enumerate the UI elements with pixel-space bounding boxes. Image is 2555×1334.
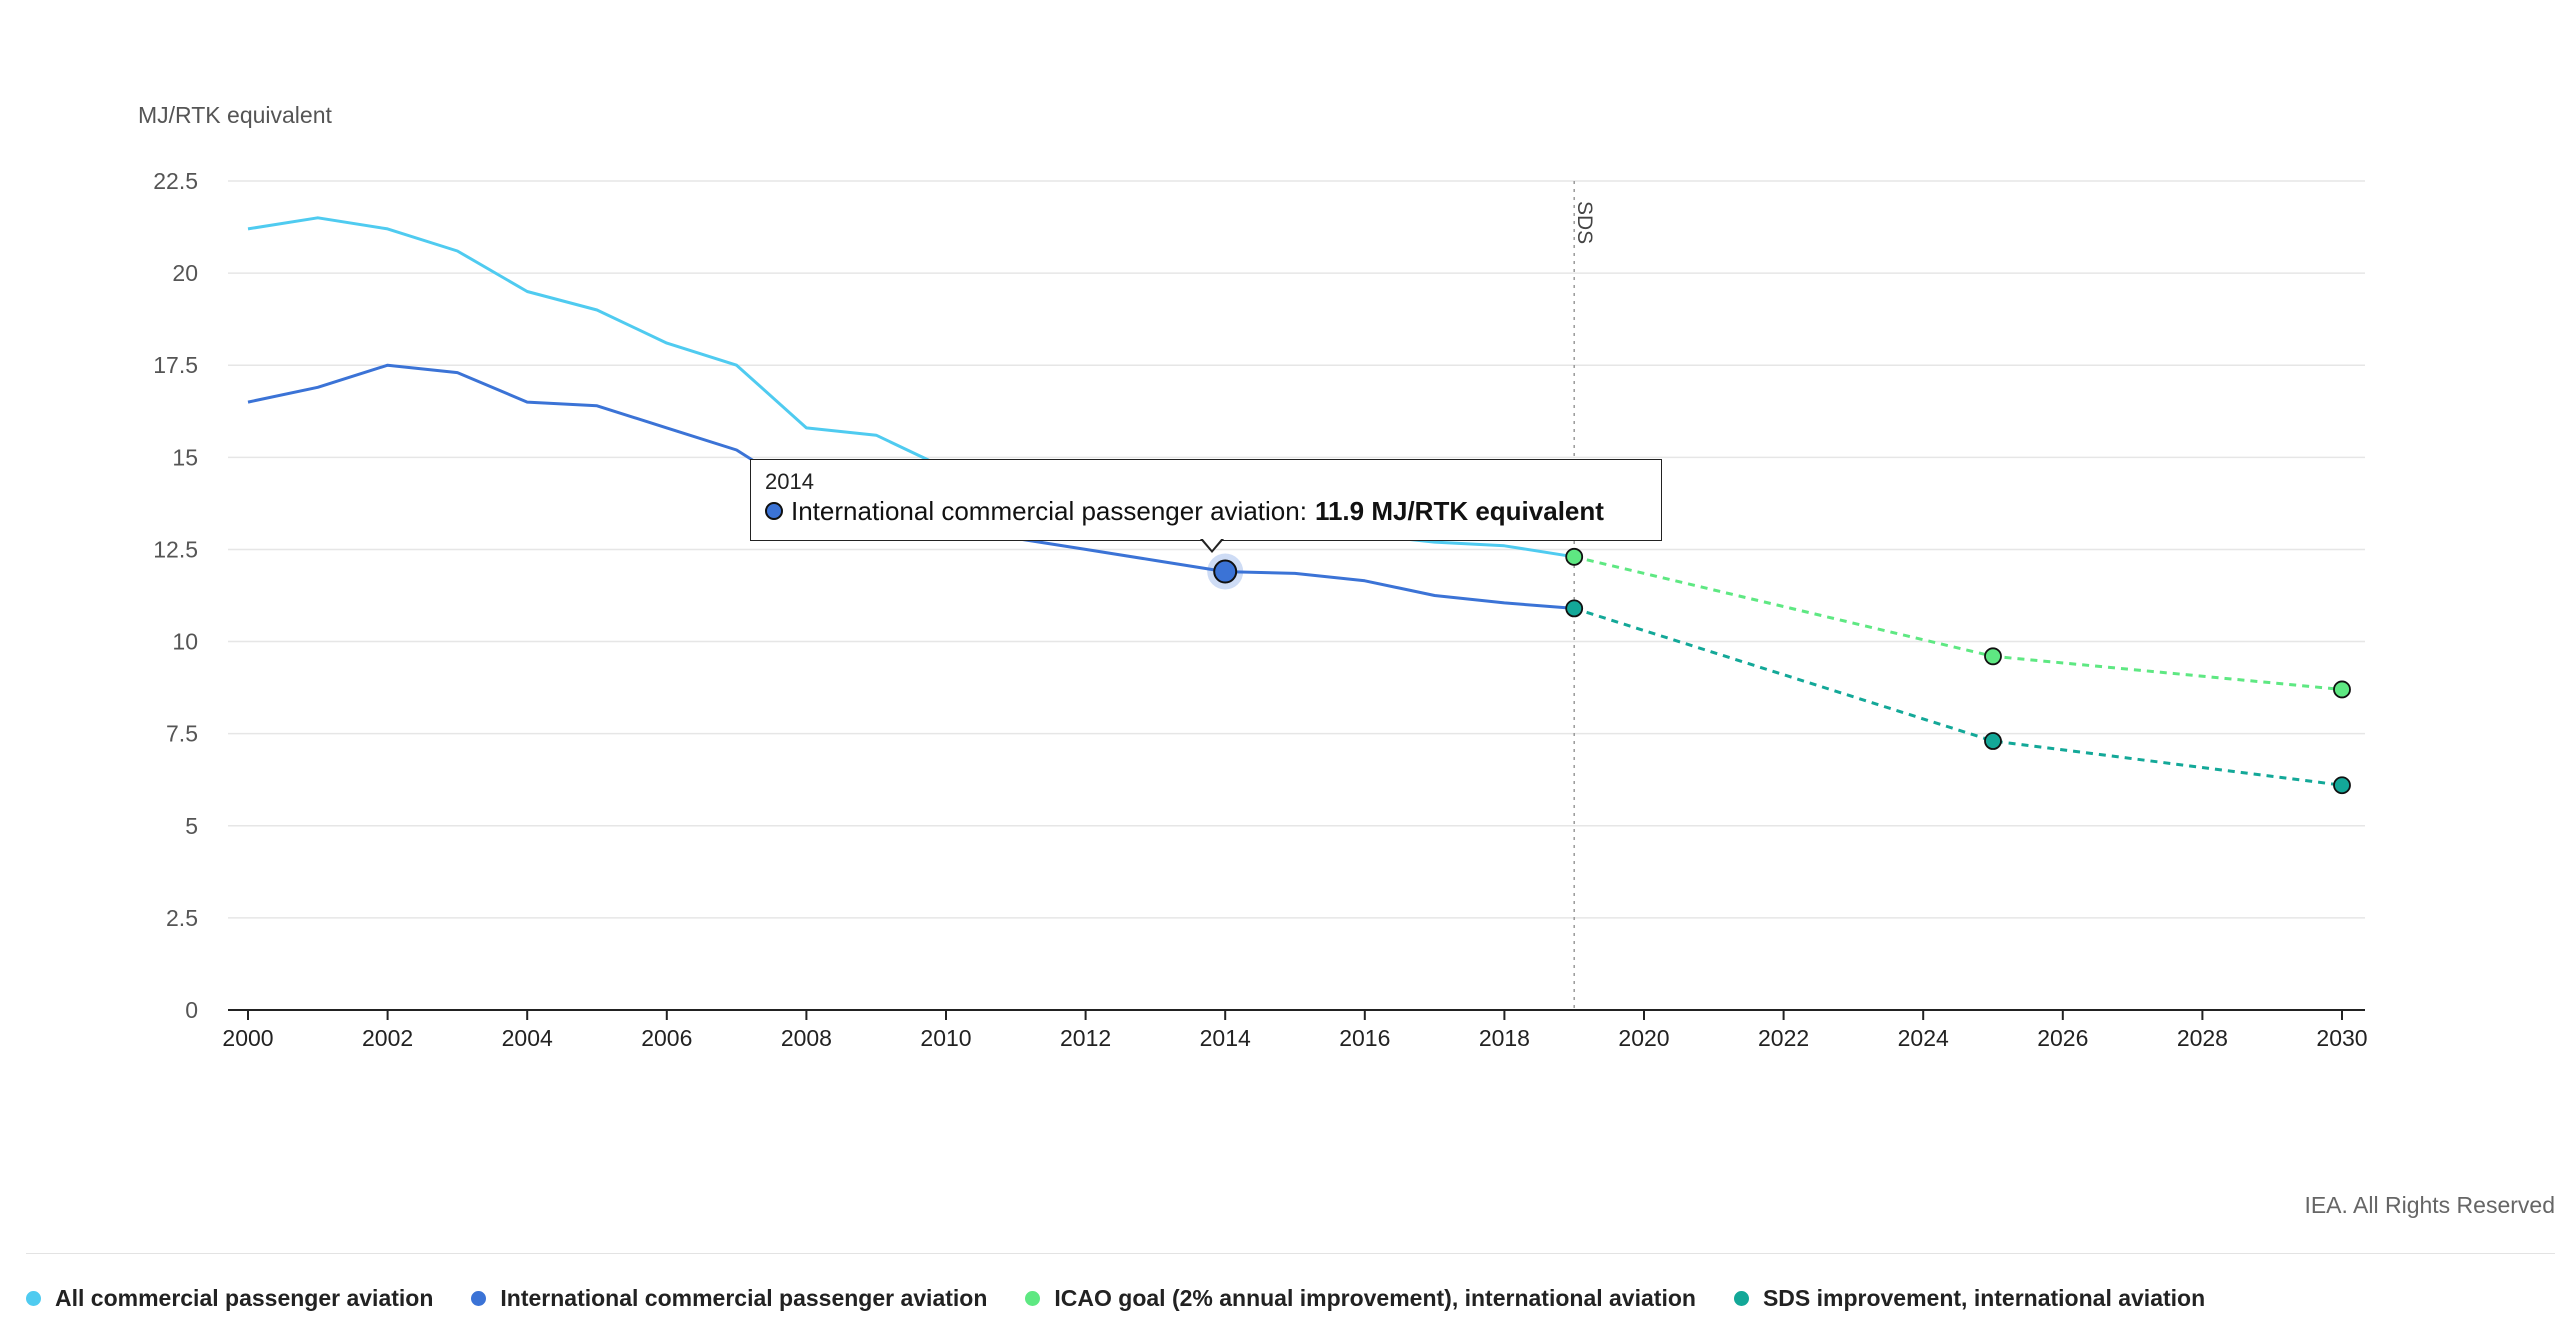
series-line-3 xyxy=(1573,606,2343,787)
x-tick-label: 2012 xyxy=(1060,1025,1111,1051)
tooltip-year: 2014 xyxy=(765,469,814,494)
y-tick-label: 20 xyxy=(172,260,198,286)
tooltip-arrow-inner xyxy=(1202,538,1222,550)
legend-dot-icon xyxy=(1733,1291,1749,1306)
tooltip: 2014 International commercial passenger … xyxy=(750,459,1662,541)
x-tick-label: 2024 xyxy=(1898,1025,1949,1051)
x-tick-label: 2026 xyxy=(2037,1025,2088,1051)
legend-item-international-commercial[interactable]: International commercial passenger aviat… xyxy=(471,1285,987,1312)
legend-label: All commercial passenger aviation xyxy=(55,1285,434,1311)
y-tick-label: 2.5 xyxy=(166,905,198,931)
legend-label: ICAO goal (2% annual improvement), inter… xyxy=(1054,1285,1696,1311)
series-line-2 xyxy=(1573,555,2343,691)
x-tick-label: 2000 xyxy=(222,1025,273,1051)
legend-dot-icon xyxy=(471,1291,487,1306)
x-tick-label: 2014 xyxy=(1200,1025,1251,1051)
grid xyxy=(228,180,2365,1011)
data-point[interactable] xyxy=(1984,647,2002,666)
y-tick-label: 22.5 xyxy=(153,168,198,194)
data-point[interactable] xyxy=(2333,680,2351,699)
x-tick-label: 2010 xyxy=(920,1025,971,1051)
legend-divider xyxy=(26,1253,2555,1254)
y-tick-label: 17.5 xyxy=(153,352,198,378)
x-tick-label: 2018 xyxy=(1479,1025,1530,1051)
x-tick-label: 2002 xyxy=(362,1025,413,1051)
y-axis-label: MJ/RTK equivalent xyxy=(138,102,332,128)
x-tick-label: 2022 xyxy=(1758,1025,1809,1051)
y-tick-label: 0 xyxy=(185,997,198,1023)
annotations: SDS xyxy=(1573,181,1596,1010)
x-tick-label: 2028 xyxy=(2177,1025,2228,1051)
copyright-text: IEA. All Rights Reserved xyxy=(2304,1192,2555,1218)
legend: All commercial passenger aviation Intern… xyxy=(26,1285,2205,1312)
legend-dot-icon xyxy=(1025,1291,1041,1306)
y-tick-label: 5 xyxy=(185,813,198,839)
tooltip-row: International commercial passenger aviat… xyxy=(765,495,1647,527)
y-tick-label: 10 xyxy=(172,629,198,655)
annotation-label: SDS xyxy=(1573,201,1596,244)
data-point[interactable] xyxy=(2333,776,2351,795)
y-ticks: 0 2.5 5 7.5 10 12.5 15 17.5 20 22.5 xyxy=(153,168,198,1023)
tooltip-dot-icon xyxy=(765,502,783,520)
data-point[interactable] xyxy=(1565,599,1584,618)
data-point[interactable] xyxy=(1565,547,1584,566)
legend-item-all-commercial[interactable]: All commercial passenger aviation xyxy=(26,1285,433,1312)
data-point[interactable] xyxy=(1984,732,2002,750)
legend-label: SDS improvement, international aviation xyxy=(1762,1285,2206,1311)
x-tick-label: 2020 xyxy=(1618,1025,1669,1051)
tooltip-value: 11.9 MJ/RTK equivalent xyxy=(1314,496,1604,526)
series-markers xyxy=(1207,547,2351,795)
y-tick-label: 12.5 xyxy=(153,536,198,562)
highlighted-point[interactable] xyxy=(1213,559,1238,584)
y-tick-label: 15 xyxy=(172,444,198,470)
legend-item-sds-improvement[interactable]: SDS improvement, international aviation xyxy=(1733,1285,2206,1312)
x-ticks: 2000 2002 2004 2006 2008 2010 2012 2014 2016 2018… xyxy=(222,1010,2368,1051)
tooltip-series-label: International commercial passenger aviat… xyxy=(791,496,1307,526)
legend-label: International commercial passenger aviat… xyxy=(500,1285,988,1311)
x-tick-label: 2006 xyxy=(641,1025,692,1051)
legend-dot-icon xyxy=(26,1291,41,1306)
x-tick-label: 2004 xyxy=(502,1025,553,1051)
x-tick-label: 2008 xyxy=(781,1025,832,1051)
x-tick-label: 2016 xyxy=(1339,1025,1390,1051)
y-tick-label: 7.5 xyxy=(166,721,198,747)
x-tick-label: 2030 xyxy=(2316,1025,2367,1051)
legend-item-icao-goal[interactable]: ICAO goal (2% annual improvement), inter… xyxy=(1025,1285,1696,1312)
